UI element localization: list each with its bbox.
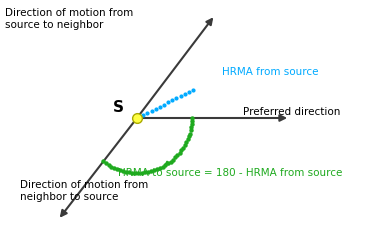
Text: HRMA to source = 180 - HRMA from source: HRMA to source = 180 - HRMA from source [118, 168, 342, 178]
Text: HRMA from source: HRMA from source [222, 67, 319, 77]
Text: Direction of motion from
source to neighbor: Direction of motion from source to neigh… [5, 8, 133, 30]
Text: Direction of motion from
neighbor to source: Direction of motion from neighbor to sou… [20, 180, 148, 202]
Text: Preferred direction: Preferred direction [243, 107, 341, 117]
Text: S: S [112, 99, 123, 114]
